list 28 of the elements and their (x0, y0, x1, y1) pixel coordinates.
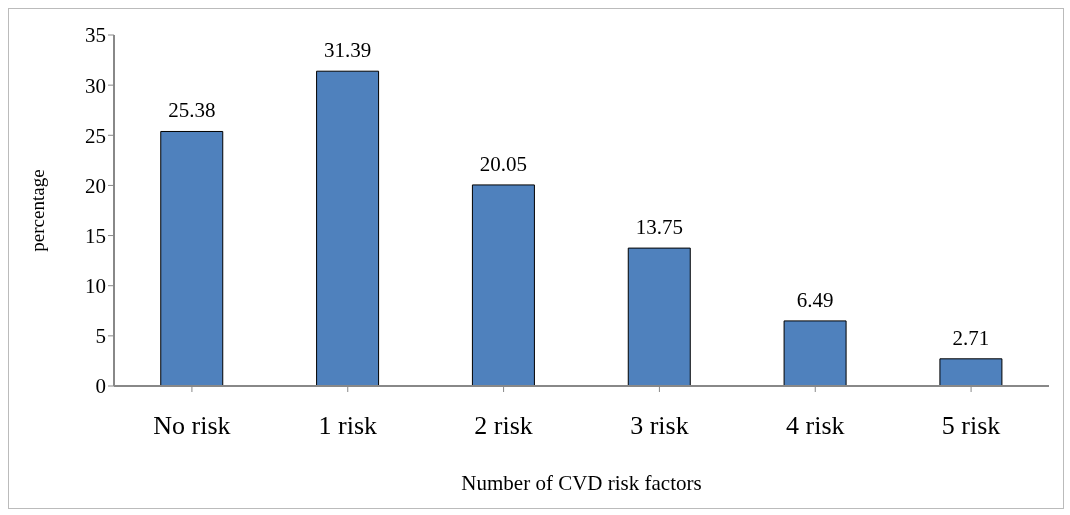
data-label: 2.71 (952, 325, 990, 350)
x-tick-label: 2 risk (474, 411, 533, 441)
y-tick-label: 5 (95, 324, 106, 349)
y-axis-title: percentage (26, 169, 48, 252)
y-tick-label: 25 (85, 123, 106, 148)
data-label: 13.75 (635, 215, 683, 240)
y-tick-label: 35 (85, 23, 106, 48)
bar (627, 247, 691, 386)
bar (783, 320, 847, 386)
y-tick-label: 10 (85, 274, 106, 299)
bar (939, 358, 1003, 386)
y-tick-label: 0 (95, 374, 106, 399)
x-tick-label: 4 risk (786, 411, 845, 441)
bar (471, 184, 535, 386)
y-tick-label: 15 (85, 224, 106, 249)
x-tick-label: 1 risk (318, 411, 377, 441)
data-label: 31.39 (323, 38, 372, 63)
x-tick-label: 5 risk (941, 411, 1001, 441)
y-tick-label: 30 (85, 73, 106, 98)
y-tick-label: 20 (85, 173, 106, 198)
bar (316, 70, 380, 386)
x-tick-label: 3 risk (630, 411, 689, 441)
data-label: 6.49 (796, 287, 834, 312)
bar (160, 130, 224, 386)
x-axis-title: Number of CVD risk factors (461, 471, 702, 495)
x-tick-label: No risk (153, 411, 231, 441)
data-label: 20.05 (479, 151, 528, 176)
data-label: 25.38 (168, 98, 216, 123)
